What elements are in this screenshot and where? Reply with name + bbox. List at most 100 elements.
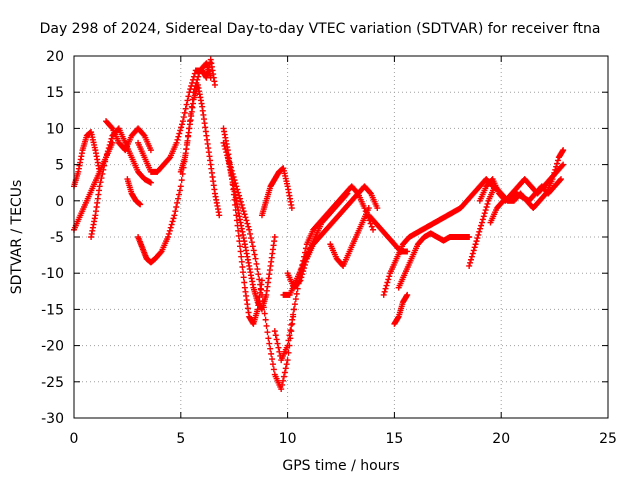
data-point [298,274,305,281]
data-point [374,205,381,212]
data-point [195,73,202,80]
data-point [96,183,103,190]
data-point [179,121,186,128]
data-point [282,365,289,372]
data-point [472,241,479,248]
data-point [383,282,390,289]
data-point [469,250,476,257]
data-point [184,97,191,104]
data-point [178,124,185,131]
data-point [284,357,291,364]
data-point [293,290,300,297]
data-point [176,130,183,137]
data-point [278,386,285,393]
data-point [368,223,375,230]
data-point [261,310,268,317]
data-point [365,205,372,212]
data-point [291,301,298,308]
series-arc-23 [487,176,565,226]
data-point [296,278,303,285]
data-point [275,344,282,351]
y-tick-label: -30 [41,411,64,427]
data-point [254,266,261,273]
data-point [474,235,481,242]
data-point [285,349,292,356]
data-point [370,226,377,233]
data-point [482,207,489,214]
data-point [246,226,253,233]
data-point [284,342,291,349]
data-point [560,161,567,168]
data-point [343,191,350,198]
data-point [240,208,247,215]
data-point [180,114,187,121]
data-point [253,260,260,267]
data-point [466,234,473,240]
data-point [147,147,154,154]
data-point [468,253,475,260]
data-point [238,201,245,208]
x-tick-label: 20 [492,431,510,447]
data-point [287,327,294,334]
data-point [560,147,567,154]
data-point [344,190,351,197]
data-point [170,215,177,222]
data-point [289,316,296,323]
data-point [166,155,173,162]
x-tick-label: 0 [70,431,79,447]
y-tick-label: -25 [41,375,64,391]
data-point [103,151,110,158]
data-point [380,291,387,298]
data-point [480,213,487,220]
data-point [554,157,561,164]
data-point [404,291,411,298]
data-point [382,285,389,292]
data-point [178,177,185,184]
data-point [247,235,254,242]
axis-ticks [73,55,609,419]
data-point [173,204,180,211]
data-point [285,337,292,344]
data-point [243,217,250,224]
data-point [223,149,230,156]
data-point [467,259,474,266]
data-point [239,205,246,212]
y-tick-label: 5 [55,158,64,174]
series-arc-7 [124,176,144,208]
y-tick-label: -10 [41,266,64,282]
data-point [174,199,181,206]
data-point [241,211,248,218]
data-point [255,271,262,278]
data-point [478,222,485,229]
data-point [177,183,184,190]
data-point [196,70,203,77]
data-point [249,243,256,250]
data-point [273,336,280,343]
data-point [238,253,245,260]
y-tick-label: -20 [41,339,64,355]
series-arc-15 [280,190,351,298]
data-point [476,228,483,235]
data-point [176,187,183,194]
data-point [267,345,274,352]
series-arc-11 [224,154,278,313]
data-point [484,200,491,207]
data-point [237,248,244,255]
series-arc-12 [258,165,295,219]
data-point [270,366,277,373]
x-tick-label: 10 [279,431,297,447]
data-point [101,162,108,169]
data-point [554,160,561,167]
data-point [181,109,188,116]
data-point [241,279,248,286]
data-point [483,204,490,211]
data-point [279,381,286,388]
series-arc-19 [395,230,473,291]
data-point [240,269,247,276]
data-point [475,231,482,238]
data-point [288,321,295,328]
data-point [108,135,115,142]
data-point [477,225,484,232]
data-point [179,118,186,125]
